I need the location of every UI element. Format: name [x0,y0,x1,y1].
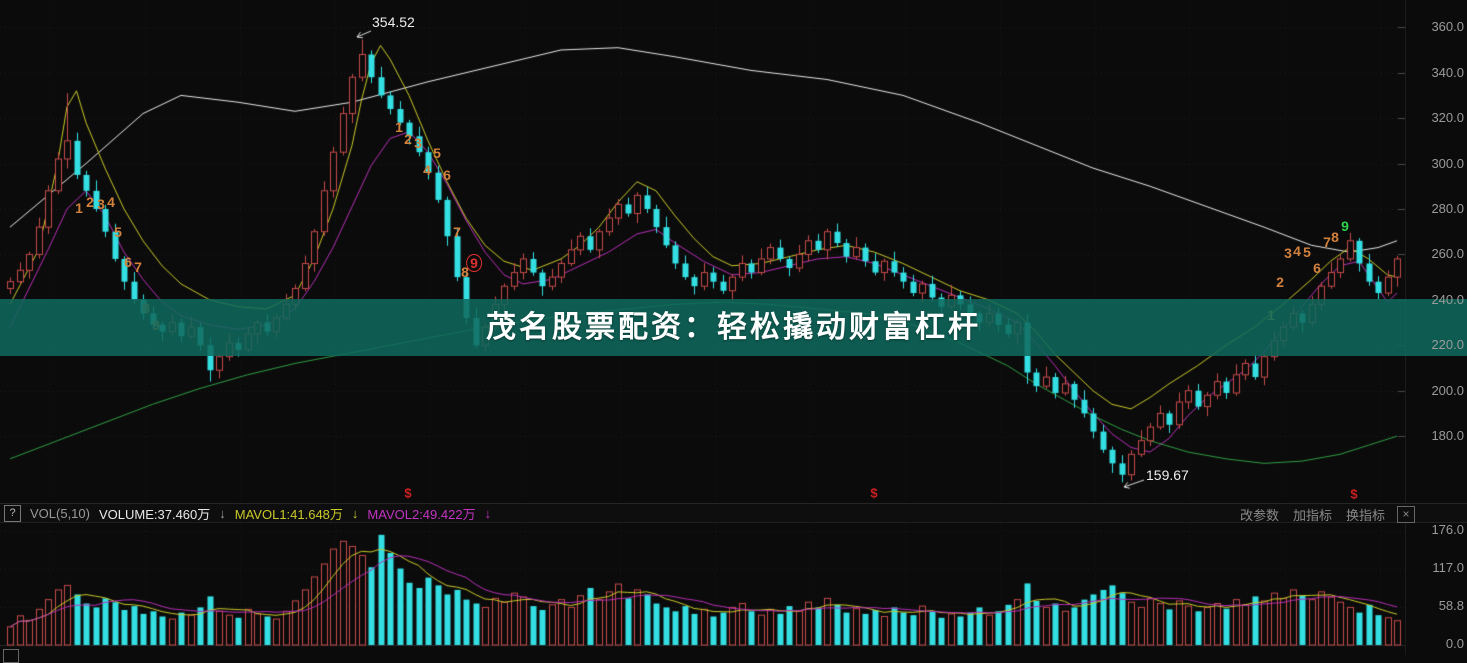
promo-banner: 茂名股票配资：轻松撬动财富杠杆 [0,299,1467,356]
price-axis-label: 220.0 [1431,337,1464,352]
volume-axis-label: 117.0 [1432,560,1464,575]
price-axis-label: 300.0 [1431,156,1464,171]
sequence-marker-9: 9 [466,254,482,272]
sequence-marker-2: 2 [86,194,94,210]
volume-axis-label: 176.0 [1431,522,1464,537]
sequence-marker-2: 2 [1276,274,1284,290]
price-axis-label: 180.0 [1431,428,1464,443]
sequence-marker-6: 6 [1313,260,1321,276]
change-params-button[interactable]: 改参数 [1240,507,1280,523]
price-axis-label: 340.0 [1431,65,1464,80]
mavol2-down-arrow-icon: ↓ [484,505,492,521]
dollar-marker: $ [870,485,878,501]
volume-axis-label: 0.0 [1445,636,1464,651]
switch-indicator-button[interactable]: 换指标 [1346,507,1386,523]
sequence-marker-7: 7 [134,259,142,275]
sequence-marker-9: 9 [1341,218,1349,234]
sequence-marker-5: 5 [433,145,441,161]
next-pane-help-icon[interactable] [3,649,19,663]
sequence-marker-1: 1 [395,119,403,135]
price-axis-label: 260.0 [1431,246,1464,261]
sequence-marker-4: 4 [1293,243,1301,259]
indicator-name[interactable]: VOL(5,10) [30,505,90,521]
sequence-marker-3: 3 [97,196,105,212]
sequence-marker-7: 7 [1323,234,1331,250]
sequence-marker-5: 5 [1303,244,1311,260]
price-axis-label: 280.0 [1431,201,1464,216]
sequence-marker-2: 2 [404,131,412,147]
sequence-marker-6: 6 [443,167,451,183]
sequence-marker-7: 7 [453,224,461,240]
trough-price-label: 159.67 [1146,467,1189,483]
volume-down-arrow-icon: ↓ [219,505,226,521]
help-icon[interactable]: ? [4,504,21,522]
mavol1-value: MAVOL1:41.648万 [234,506,343,522]
dollar-marker: $ [404,485,412,501]
volume-value: VOLUME:37.460万 [98,506,211,522]
indicator-toolbar: 改参数 加指标 换指标 [1240,504,1385,524]
sequence-marker-8: 8 [1331,229,1339,245]
sequence-marker-3: 3 [414,135,422,151]
peak-price-label: 354.52 [372,14,415,30]
add-indicator-button[interactable]: 加指标 [1293,507,1333,523]
sequence-marker-1: 1 [75,200,83,216]
price-axis-label: 200.0 [1431,383,1464,398]
sequence-marker-3: 3 [1284,245,1292,261]
mavol2-value: MAVOL2:49.422万 [367,506,476,522]
dollar-marker: $ [1350,486,1358,502]
close-pane-button[interactable]: × [1397,506,1415,523]
sequence-marker-5: 5 [114,224,122,240]
sequence-marker-8: 8 [461,264,469,280]
price-axis-label: 360.0 [1431,19,1464,34]
volume-pane-header: ? VOL(5,10) VOLUME:37.460万 ↓ MAVOL1:41.6… [0,503,1467,523]
mavol1-down-arrow-icon: ↓ [351,505,359,521]
sequence-marker-4: 4 [107,194,115,210]
sequence-marker-6: 6 [124,254,132,270]
volume-axis-label: 58.8 [1438,598,1464,613]
price-axis-label: 320.0 [1431,110,1464,125]
sequence-marker-4: 4 [423,162,431,178]
price-axis-label: 240.0 [1431,292,1464,307]
